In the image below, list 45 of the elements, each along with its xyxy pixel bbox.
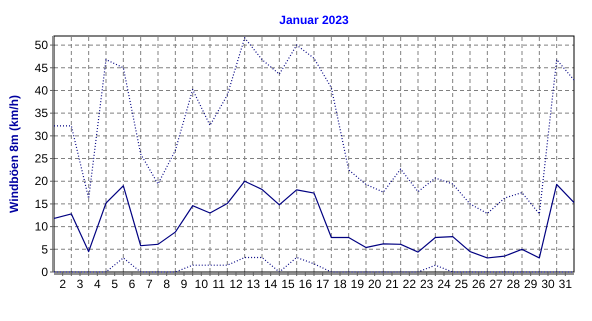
y-tick-label: 40 xyxy=(34,83,48,98)
x-tick-label: 7 xyxy=(146,277,153,291)
x-tick-label: 9 xyxy=(180,277,188,291)
x-tick-label: 30 xyxy=(541,277,555,291)
x-tick-label: 5 xyxy=(111,277,118,291)
x-tick-label: 20 xyxy=(368,277,382,291)
x-tick-label: 11 xyxy=(212,277,226,291)
x-tick-label: 19 xyxy=(350,277,364,291)
x-tick-label: 13 xyxy=(246,277,260,291)
x-tick-label: 22 xyxy=(402,277,416,291)
y-tick-label: 5 xyxy=(41,242,48,256)
chart-title: Januar 2023 xyxy=(279,13,350,27)
x-tick-label: 23 xyxy=(420,277,434,291)
y-tick-label: 10 xyxy=(34,220,48,234)
x-tick-label: 10 xyxy=(194,277,208,291)
y-tick-label: 50 xyxy=(34,38,48,52)
line-series xyxy=(53,37,575,215)
line-series xyxy=(53,180,575,259)
y-tick-label: 15 xyxy=(34,196,48,211)
x-tick-label: 8 xyxy=(163,277,170,291)
x-tick-label: 26 xyxy=(472,277,486,291)
x-tick-label: 24 xyxy=(437,277,451,291)
y-axis-title: Windböen 8m (km/h) xyxy=(7,95,21,213)
y-tick-label: 0 xyxy=(41,265,48,279)
x-tick-label: 14 xyxy=(264,277,278,291)
x-tick-label: 15 xyxy=(281,277,295,291)
y-tick-label: 35 xyxy=(34,106,48,120)
x-tick-label: 16 xyxy=(298,277,312,291)
x-tick-label: 31 xyxy=(558,277,572,291)
x-tick-label: 3 xyxy=(76,277,84,291)
y-tick-label: 25 xyxy=(34,152,48,166)
x-tick-label: 17 xyxy=(316,277,330,291)
x-tick-label: 29 xyxy=(524,277,538,291)
x-tick-label: 12 xyxy=(229,277,243,291)
y-tick-label: 20 xyxy=(34,174,48,188)
x-tick-label: 27 xyxy=(489,277,503,291)
x-tick-label: 4 xyxy=(94,277,101,291)
y-tick-label: 45 xyxy=(34,60,48,75)
x-tick-label: 28 xyxy=(506,277,520,291)
x-tick-label: 6 xyxy=(128,277,136,291)
y-tick-label: 30 xyxy=(34,128,48,143)
x-tick-label: 18 xyxy=(333,277,347,291)
x-tick-label: 21 xyxy=(385,277,399,291)
x-tick-label: 2 xyxy=(59,277,66,291)
x-tick-label: 25 xyxy=(454,277,468,291)
